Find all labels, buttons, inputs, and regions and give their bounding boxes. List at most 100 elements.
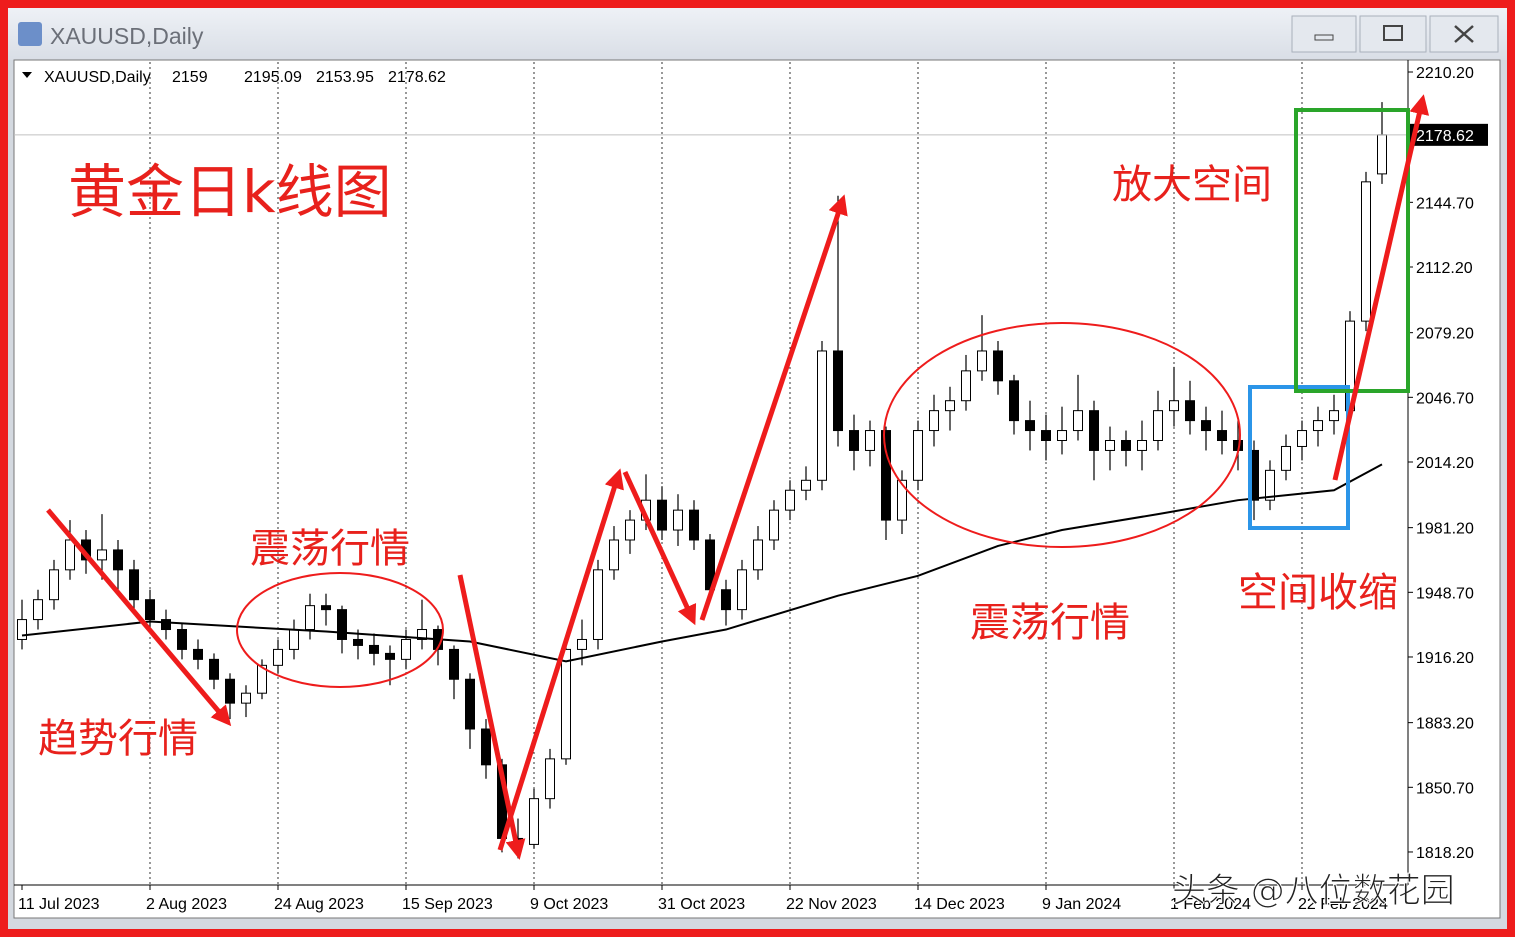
y-tick-label: 2014.20 [1416,455,1474,472]
candle-body [529,798,539,845]
y-tick-label: 1916.20 [1416,650,1474,667]
x-tick-label: 31 Oct 2023 [658,896,745,913]
shrink-box [1248,385,1350,530]
window-buttons [1291,15,1499,53]
candle-body [1265,469,1275,501]
candle-body [337,609,347,640]
arrow [497,468,624,851]
candle-body [1329,410,1339,422]
candle-body [273,648,283,666]
candle-body [1377,134,1387,175]
candle-body [1025,420,1035,432]
candle-body [369,644,379,654]
maximize-icon [1383,25,1403,41]
window-title: XAUUSD,Daily [50,23,204,49]
candle-body [1057,430,1067,442]
minimize-button[interactable] [1291,15,1357,53]
heading: 黄金日k线图 [68,158,392,226]
candle-body [1105,440,1115,451]
candle-body [1185,400,1195,422]
x-tick-label: 22 Feb 2024 [1298,896,1388,913]
candle-body [401,638,411,660]
candle-body [1169,400,1179,412]
candle-body [1281,445,1291,471]
arrow [46,508,232,727]
arrow [1332,94,1430,481]
candle-body [1121,440,1131,451]
candle-body [225,678,235,704]
candle-body [817,350,827,481]
watermark: 头条 @八位数花园 [1172,871,1455,911]
candle-body [865,430,875,451]
candle-body [385,652,395,660]
price-tag-label: 2178.62 [1416,128,1474,145]
candle-body [449,648,459,680]
candle-body [785,489,795,511]
candle-body [1313,420,1323,432]
candle-body [241,692,251,704]
expand-box [1294,108,1410,393]
candle-body [977,350,987,372]
candle-body [17,619,27,640]
candle-body [801,479,811,491]
x-tick-label: 14 Dec 2023 [914,896,1005,913]
candle-body [657,499,667,531]
candle-body [289,629,299,650]
x-tick-label: 22 Nov 2023 [786,896,877,913]
candle-body [145,599,155,621]
candle-body [577,638,587,650]
candle-body [129,569,139,601]
candle-body [465,678,475,730]
x-tick-label: 11 Jul 2023 [18,896,100,913]
candle-body [833,350,843,432]
x-tick-label: 2 Aug 2023 [146,896,227,913]
candle-body [481,728,491,766]
candle-body [1201,420,1211,432]
maximize-button[interactable] [1359,15,1427,53]
candle-body [961,370,971,402]
candle-body [945,400,955,412]
candle-body [1009,380,1019,422]
range-ellipse [883,322,1241,548]
candle-body [929,410,939,432]
candle-body [1297,430,1307,447]
candle-body [721,589,731,611]
plot: 2210.20 2144.70 2112.20 2079.20 2046.70 2014.… [14,62,1488,913]
candle-body [193,648,203,660]
y-tick-label: 1981.20 [1416,521,1474,538]
candle-body [561,648,571,760]
price-tag [1410,123,1488,146]
close-icon [1454,25,1474,43]
candle-body [609,539,619,571]
candle-body [257,664,267,694]
moving-average [21,463,1383,663]
y-tick-label: 1883.20 [1416,716,1474,733]
shrink-label: 空间收缩 [1238,570,1398,616]
candle-body [65,539,75,571]
candle-body [881,430,891,521]
trend-label: 趋势行情 [38,716,198,762]
candle-body [33,599,43,621]
candle-body [737,569,747,611]
candle-body [625,519,635,541]
candle-body [1137,440,1147,451]
expand-label: 放大空间 [1112,162,1272,208]
x-tick-label: 9 Oct 2023 [530,896,608,913]
y-tick-label: 1850.70 [1416,780,1474,797]
arrow [457,574,526,860]
y-tick-label: 2046.70 [1416,390,1474,407]
candle-body [49,569,59,601]
y-tick-label: 2210.20 [1416,65,1474,82]
range-label: 震荡行情 [970,600,1130,646]
candle-body [209,658,219,680]
candle-body [993,350,1003,382]
candle-body [897,479,907,521]
minimize-icon [1314,34,1334,41]
x-tick-label: 15 Sep 2023 [402,896,493,913]
candle-body [97,549,107,561]
annotations [46,94,1430,860]
x-tick-label: 9 Jan 2024 [1042,896,1121,913]
x-tick-label: 1 Feb 2024 [1170,896,1251,913]
candle-body [1217,430,1227,442]
